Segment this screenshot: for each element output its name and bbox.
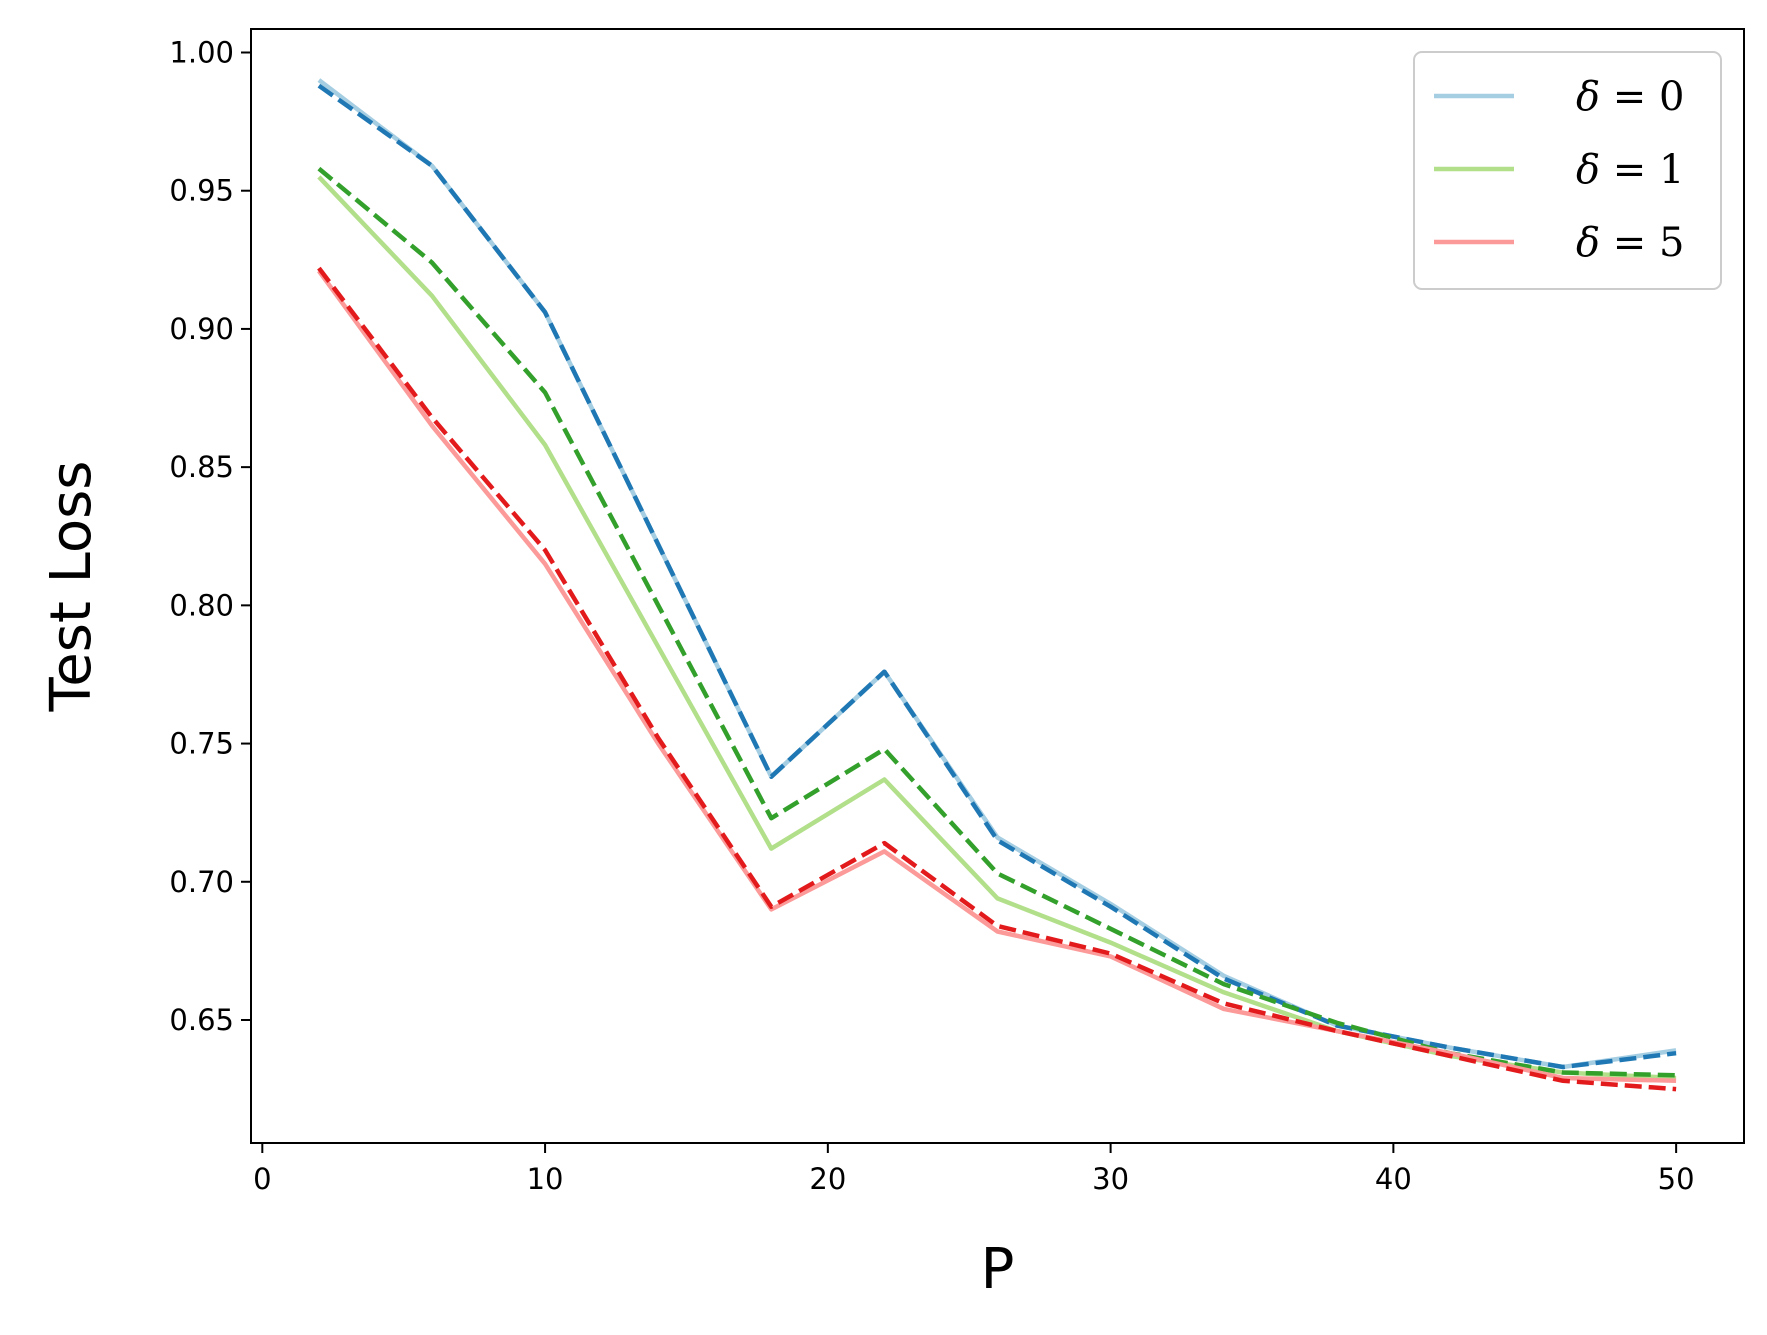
x-tick-label: 20 — [809, 1162, 846, 1196]
y-tick-label: 0.65 — [169, 1003, 234, 1037]
legend-label: δ = 0 — [1576, 74, 1685, 120]
y-tick-label: 0.70 — [169, 865, 234, 899]
x-tick-label: 40 — [1375, 1162, 1412, 1196]
y-tick-label: 0.80 — [169, 588, 234, 622]
x-axis: 0 10 20 30 40 50 — [253, 1143, 1695, 1196]
plot-lines — [317, 78, 1677, 1092]
plot-frame — [250, 28, 1745, 1144]
legend: δ = 0 δ = 1 δ = 5 — [1413, 51, 1722, 290]
x-tick-label: 0 — [253, 1162, 271, 1196]
legend-box — [1413, 51, 1722, 290]
y-tick-label: 1.00 — [169, 35, 234, 69]
series-line-5-dashed — [317, 266, 1677, 1092]
y-tick-label: 0.85 — [169, 450, 234, 484]
y-axis-title: Test Loss — [39, 461, 104, 713]
y-tick-label: 0.75 — [169, 727, 234, 761]
series-line-4-solid — [317, 269, 1677, 1084]
series-line-1-dashed — [317, 83, 1677, 1070]
y-tick-label: 0.90 — [169, 312, 234, 346]
x-tick-label: 30 — [1092, 1162, 1129, 1196]
y-axis: 0.65 0.70 0.75 0.80 0.85 0.90 0.95 1.00 — [169, 35, 251, 1037]
x-tick-label: 50 — [1658, 1162, 1695, 1196]
legend-label: δ = 1 — [1576, 147, 1685, 193]
legend-label: δ = 5 — [1576, 220, 1685, 266]
y-tick-label: 0.95 — [169, 174, 234, 208]
x-tick-label: 10 — [527, 1162, 564, 1196]
x-axis-title: P — [981, 1237, 1015, 1302]
